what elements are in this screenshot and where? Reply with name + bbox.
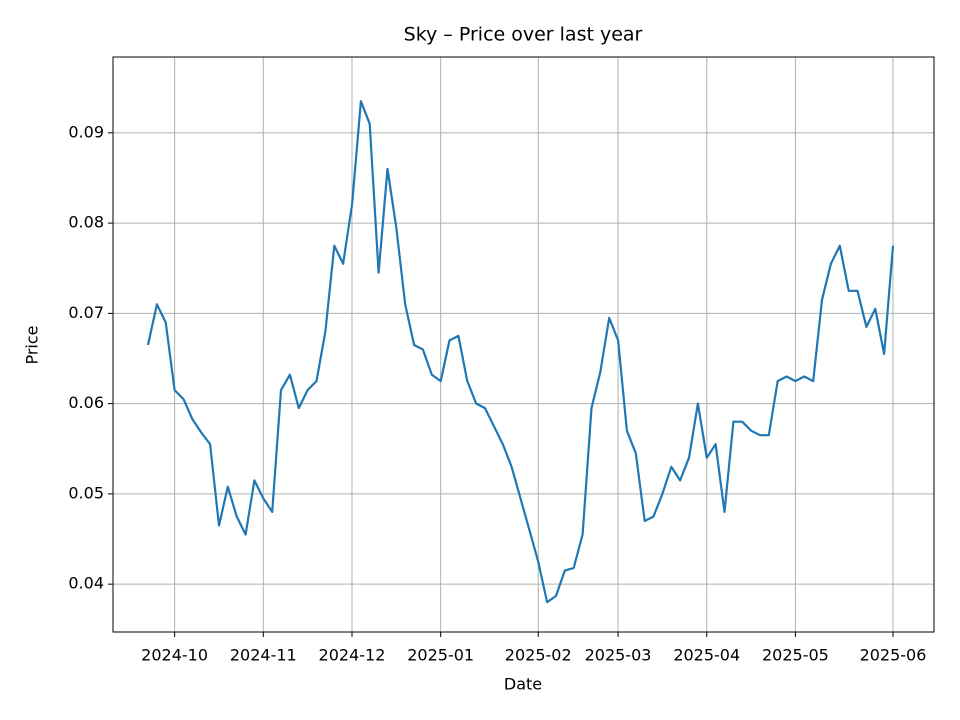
- x-tick-label: 2025-06: [860, 646, 927, 665]
- chart-title: Sky – Price over last year: [404, 24, 643, 46]
- y-tick-label: 0.09: [68, 122, 104, 141]
- y-tick-label: 0.05: [68, 483, 104, 502]
- y-tick-label: 0.08: [68, 213, 104, 232]
- x-tick-label: 2024-11: [230, 646, 297, 665]
- y-tick-label: 0.04: [68, 574, 104, 593]
- y-axis-label: Price: [23, 325, 42, 364]
- x-tick-label: 2025-01: [407, 646, 474, 665]
- x-tick-label: 2024-12: [319, 646, 386, 665]
- y-tick-label: 0.06: [68, 393, 104, 412]
- price-line: [146, 100, 895, 604]
- x-tick-label: 2025-03: [585, 646, 652, 665]
- x-tick-label: 2025-02: [505, 646, 572, 665]
- x-axis-label: Date: [504, 675, 542, 694]
- x-tick-label: 2024-10: [141, 646, 208, 665]
- x-tick-label: 2025-05: [762, 646, 829, 665]
- plot-frame: [112, 56, 935, 633]
- y-tick-label: 0.07: [68, 303, 104, 322]
- x-tick-label: 2025-04: [673, 646, 740, 665]
